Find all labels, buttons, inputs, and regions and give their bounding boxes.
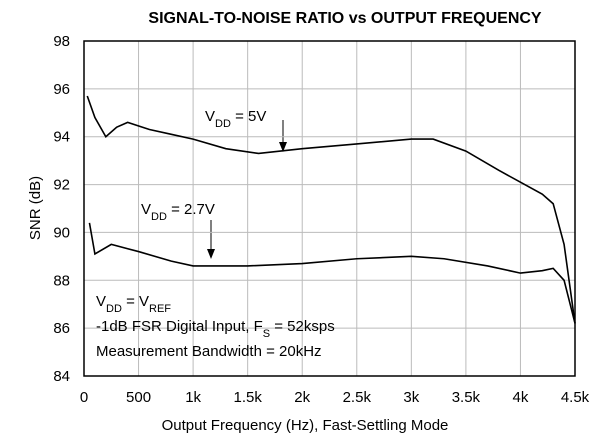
x-axis-label: Output Frequency (Hz), Fast-Settling Mod… [162, 417, 449, 434]
text-part: REF [149, 303, 171, 315]
x-tick-label: 1.5k [233, 389, 262, 406]
text-part: V [141, 201, 151, 218]
x-tick-label: 3k [403, 389, 419, 406]
series-label: VDD = 5V [205, 108, 266, 130]
series-label: VDD = 2.7V [141, 201, 215, 223]
text-part: = 5V [231, 108, 266, 125]
arrow-head [207, 249, 215, 259]
y-tick-label: 94 [53, 129, 70, 146]
chart-title: SIGNAL-TO-NOISE RATIO vs OUTPUT FREQUENC… [148, 10, 542, 27]
text-part: = V [122, 293, 149, 310]
text-part: DD [215, 118, 231, 130]
text-part: = 52ksps [270, 318, 335, 335]
text-part: S [263, 328, 270, 340]
y-tick-label: 84 [53, 368, 70, 385]
annotation: -1dB FSR Digital Input, FS = 52ksps [96, 318, 335, 340]
text-part: -1dB FSR Digital Input, F [96, 318, 263, 335]
annotation: VDD = VREF [96, 293, 171, 315]
series-line [86, 95, 576, 324]
annotation: Measurement Bandwidth = 20kHz [96, 343, 322, 360]
y-axis-label: SNR (dB) [27, 176, 44, 240]
y-tick-label: 88 [53, 272, 70, 289]
arrow-head [279, 142, 287, 152]
x-tick-label: 4k [513, 389, 529, 406]
text-part: = 2.7V [167, 201, 215, 218]
y-tick-label: 96 [53, 81, 70, 98]
x-tick-label: 2.5k [343, 389, 372, 406]
x-tick-label: 3.5k [452, 389, 481, 406]
y-tick-label: 98 [53, 33, 70, 50]
x-tick-label: 0 [80, 389, 88, 406]
text-part: Measurement Bandwidth = 20kHz [96, 343, 322, 360]
text-part: V [205, 108, 215, 125]
text-part: DD [106, 303, 122, 315]
y-tick-label: 86 [53, 320, 70, 337]
series-line [88, 222, 576, 324]
y-tick-label: 92 [53, 177, 70, 194]
plot-frame [83, 40, 576, 377]
text-part: V [96, 293, 106, 310]
x-tick-label: 500 [126, 389, 151, 406]
text-part: DD [151, 211, 167, 223]
x-tick-label: 4.5k [561, 389, 590, 406]
x-tick-label: 2k [294, 389, 310, 406]
x-tick-label: 1k [185, 389, 201, 406]
y-tick-label: 90 [53, 224, 70, 241]
